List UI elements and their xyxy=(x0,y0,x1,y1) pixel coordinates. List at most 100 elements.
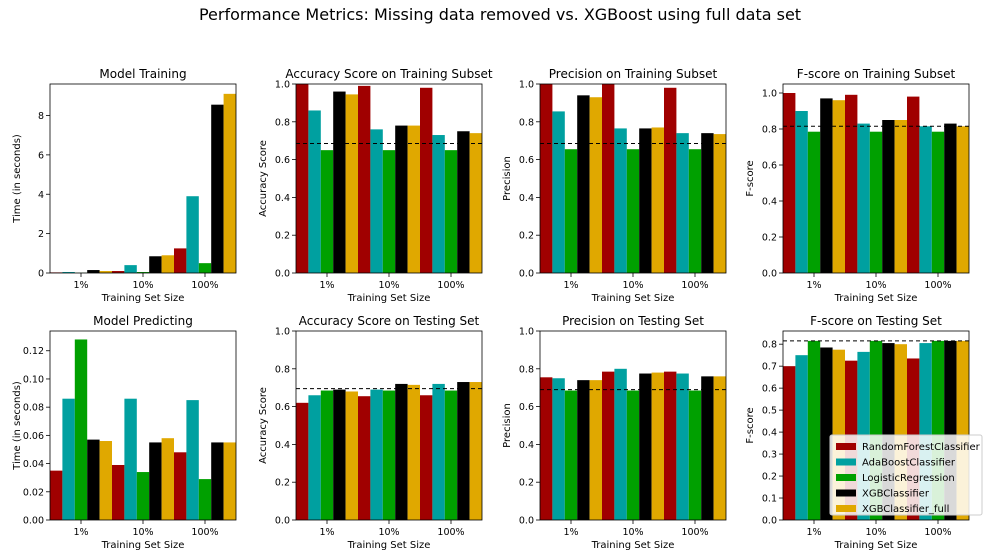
y-tick-label: 0.00 xyxy=(23,516,44,527)
bar xyxy=(99,271,112,273)
chart-panel: 0.0 0.2 0.4 0.6 0.8 1.0 1% 10% 100% Precision on … xyxy=(502,67,727,304)
bar xyxy=(457,382,470,520)
y-tick-label: 0.8 xyxy=(519,364,534,375)
bar xyxy=(540,377,553,520)
bar xyxy=(223,442,236,520)
bar xyxy=(186,400,199,520)
bar xyxy=(62,272,75,273)
bar xyxy=(149,442,162,520)
x-axis-label: Training Set Size xyxy=(591,293,675,304)
y-tick-label: 2 xyxy=(38,229,44,240)
y-tick-label: 1.0 xyxy=(519,80,534,91)
bar xyxy=(74,339,88,520)
bar xyxy=(308,110,321,274)
bar xyxy=(845,94,858,273)
x-tick-label: 100% xyxy=(191,280,218,291)
x-tick-label: 100% xyxy=(191,527,218,538)
bar xyxy=(469,133,482,273)
y-tick-label: 0.12 xyxy=(23,346,44,357)
bar xyxy=(795,355,808,520)
chart-title: F-score on Testing Set xyxy=(810,314,942,328)
bar xyxy=(807,340,821,520)
bar xyxy=(869,131,883,273)
bar xyxy=(795,111,808,273)
x-tick-label: 10% xyxy=(865,280,886,291)
x-tick-label: 1% xyxy=(563,527,578,538)
y-tick-label: 0.0 xyxy=(519,269,534,280)
y-tick-label: 0.0 xyxy=(275,516,290,527)
y-tick-label: 1.0 xyxy=(275,327,290,338)
legend-swatch xyxy=(836,443,856,450)
figure-title: Performance Metrics: Missing data remove… xyxy=(199,5,801,24)
bar xyxy=(174,248,187,273)
bar xyxy=(626,149,640,273)
bar xyxy=(161,438,174,520)
y-tick-label: 0.2 xyxy=(519,231,534,242)
chart-panel: 0.0 0.2 0.4 0.6 0.8 1.0 1% 10% 100% Accuracy Scor… xyxy=(258,67,493,304)
bar xyxy=(124,265,137,273)
x-axis-label: Training Set Size xyxy=(101,540,185,551)
y-axis-label: Precision xyxy=(502,156,513,201)
x-tick-label: 100% xyxy=(437,527,464,538)
y-tick-label: 4 xyxy=(38,190,44,201)
legend-swatch xyxy=(836,505,856,512)
bar xyxy=(370,129,383,273)
bar xyxy=(956,126,969,273)
chart-title: F-score on Training Subset xyxy=(797,67,956,81)
bar xyxy=(333,389,346,520)
y-tick-label: 0.8 xyxy=(519,117,534,128)
bar xyxy=(407,125,420,273)
bar xyxy=(894,120,907,273)
bar xyxy=(907,96,920,273)
bar xyxy=(783,366,796,520)
bar xyxy=(161,255,174,273)
x-tick-label: 10% xyxy=(865,527,886,538)
bar xyxy=(701,376,714,520)
bar xyxy=(614,128,627,273)
bar xyxy=(577,380,590,520)
x-axis-label: Training Set Size xyxy=(834,540,918,551)
chart-title: Accuracy Score on Testing Set xyxy=(299,314,480,328)
y-tick-label: 6 xyxy=(38,150,44,161)
bar xyxy=(420,87,433,273)
bar xyxy=(676,133,689,273)
y-tick-label: 0.6 xyxy=(519,402,534,413)
bar xyxy=(370,389,383,520)
bar xyxy=(358,396,371,520)
chart-title: Accuracy Score on Training Subset xyxy=(285,67,492,81)
legend-swatch xyxy=(836,489,856,497)
bar xyxy=(211,442,224,520)
bar xyxy=(552,111,565,273)
y-tick-label: 0.10 xyxy=(23,374,44,385)
y-tick-label: 0.6 xyxy=(762,384,777,395)
y-tick-label: 0.2 xyxy=(275,478,290,489)
bar xyxy=(198,479,212,520)
y-tick-label: 0.04 xyxy=(23,459,44,470)
bar xyxy=(333,91,346,273)
chart-panel: 0.0 0.2 0.4 0.6 0.8 1.0 1% 10% 100% F-score on Tr… xyxy=(745,67,970,304)
bar xyxy=(832,100,845,273)
bar xyxy=(676,373,689,520)
bar xyxy=(944,123,957,273)
bar xyxy=(564,149,578,273)
bar xyxy=(701,133,714,273)
bar xyxy=(382,390,396,520)
bar xyxy=(564,390,578,520)
y-tick-label: 8 xyxy=(38,111,44,122)
bar xyxy=(664,371,677,520)
legend-swatch xyxy=(836,458,856,466)
bar xyxy=(50,470,63,520)
x-tick-label: 10% xyxy=(622,527,643,538)
y-tick-label: 0.6 xyxy=(519,155,534,166)
bar xyxy=(614,368,627,520)
y-tick-label: 0.06 xyxy=(23,431,44,442)
x-tick-label: 10% xyxy=(622,280,643,291)
legend-label: AdaBoostClassifier xyxy=(862,458,956,469)
y-tick-label: 0.6 xyxy=(762,161,777,172)
bar xyxy=(857,123,870,273)
bar xyxy=(136,272,150,273)
x-axis-label: Training Set Size xyxy=(347,293,431,304)
bar xyxy=(444,150,458,273)
bar xyxy=(432,383,445,520)
chart-title: Precision on Testing Set xyxy=(562,314,704,328)
